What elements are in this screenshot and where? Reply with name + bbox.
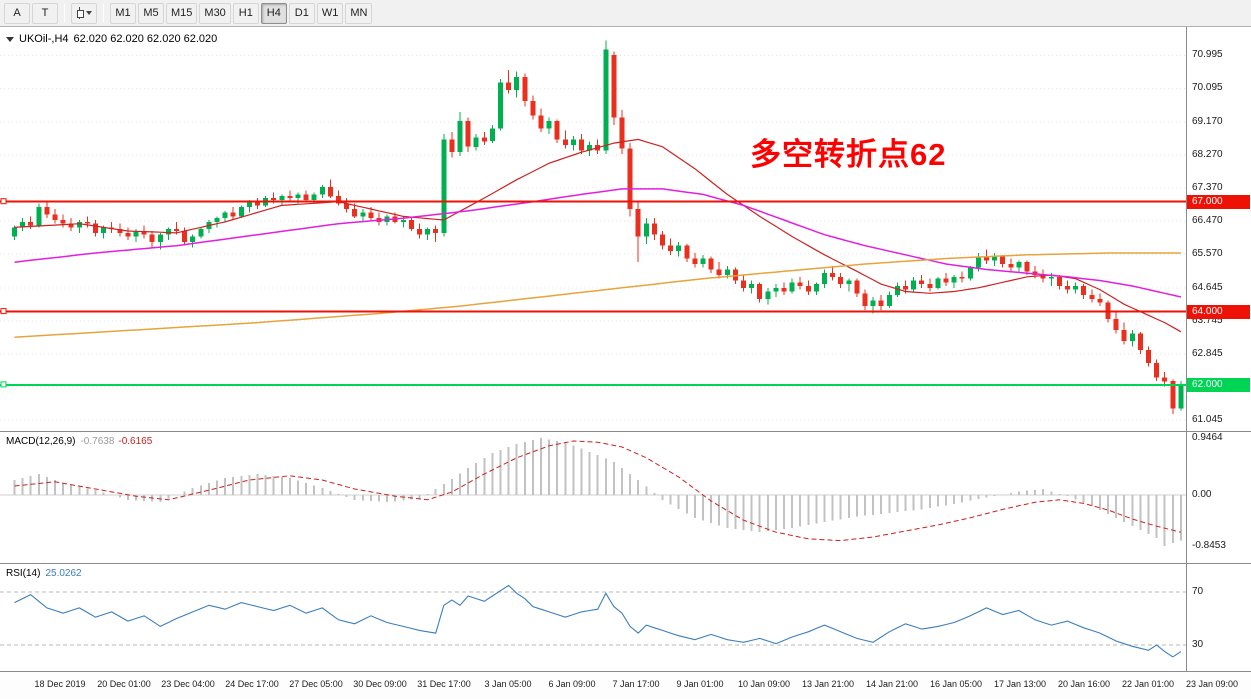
rsi-panel[interactable]: RSI(14) 25.0262 70 30: [0, 564, 1251, 672]
price-axis-label: 70.095: [1192, 82, 1223, 94]
price-axis-label: 70.995: [1192, 49, 1223, 61]
rsi-axis-label: 70: [1192, 586, 1204, 597]
price-axis-label: 65.570: [1192, 248, 1223, 260]
timeframe-w1-button[interactable]: W1: [316, 2, 344, 24]
price-axis-label: 64.645: [1192, 281, 1223, 293]
time-axis-label: 27 Dec 05:00: [289, 679, 343, 689]
time-axis-label: 16 Jan 05:00: [929, 679, 983, 689]
time-axis-label: 18 Dec 2019: [34, 679, 86, 689]
toolbar-separator: [103, 4, 104, 22]
price-chart-canvas[interactable]: [0, 27, 1186, 431]
caret-down-icon: [86, 11, 92, 15]
macd-axis[interactable]: 0.9464 0.00 -0.8453: [1186, 432, 1251, 563]
time-axis-label: 23 Dec 04:00: [161, 679, 215, 689]
tool-a-button[interactable]: A: [4, 2, 30, 24]
price-axis-label: 63.745: [1192, 314, 1223, 326]
ma-magenta-line: [14, 188, 1182, 298]
price-axis-label: 66.470: [1192, 215, 1223, 227]
timeframe-h1-button[interactable]: H1: [232, 2, 259, 24]
rsi-canvas[interactable]: [0, 564, 1186, 671]
time-axis-label: 23 Jan 09:00: [1185, 679, 1239, 689]
time-axis-label: 6 Jan 09:00: [548, 679, 596, 689]
candlestick-icon: [76, 7, 84, 19]
ma-orange-line: [14, 252, 1181, 339]
macd-canvas[interactable]: [0, 432, 1186, 563]
chart-title: UKOil-,H4 62.020 62.020 62.020 62.020: [6, 33, 217, 45]
symbol-period-label: UKOil-,H4: [19, 33, 69, 45]
macd-histogram: [13, 438, 1182, 546]
time-axis-label: 20 Dec 01:00: [97, 679, 151, 689]
timeframe-m15-button[interactable]: M15: [166, 2, 198, 24]
price-axis[interactable]: 70.995 70.095 69.170 68.270 67.370 66.470 65.5…: [1186, 27, 1251, 431]
price-tag-62.000: 62.000: [1187, 377, 1250, 392]
time-axis-label: 10 Jan 09:00: [737, 679, 791, 689]
ohlc-values: 62.020 62.020 62.020 62.020: [73, 33, 218, 45]
rsi-line: [14, 584, 1182, 658]
time-axis-label: 13 Jan 21:00: [801, 679, 855, 689]
price-axis-label: 61.045: [1192, 413, 1223, 425]
annotation-text[interactable]: 多空转折点62: [750, 137, 947, 172]
timeframe-m30-button[interactable]: M30: [199, 2, 231, 24]
tool-t-button[interactable]: T: [32, 2, 58, 24]
time-axis-label: 3 Jan 05:00: [484, 679, 532, 689]
time-axis-label: 17 Jan 13:00: [993, 679, 1047, 689]
price-tag-64.000: 64.000: [1187, 304, 1250, 319]
rsi-axis[interactable]: 70 30: [1186, 564, 1251, 671]
time-axis-label: 7 Jan 17:00: [612, 679, 660, 689]
price-axis-label: 69.170: [1192, 116, 1223, 128]
toolbar-separator: [64, 4, 65, 22]
time-axis-label: 24 Dec 17:00: [225, 679, 279, 689]
rsi-label: RSI(14) 25.0262: [6, 568, 82, 579]
candles: [12, 40, 1184, 415]
line-anchor[interactable]: [0, 198, 7, 205]
macd-label: MACD(12,26,9) -0.7638 -0.6165: [6, 436, 152, 447]
time-axis-label: 31 Dec 17:00: [417, 679, 471, 689]
timeframe-m5-button[interactable]: M5: [138, 2, 164, 24]
time-axis-label: 20 Jan 16:00: [1057, 679, 1111, 689]
chart-dropdown-icon[interactable]: [6, 36, 14, 42]
line-anchor[interactable]: [0, 308, 7, 315]
chart-type-dropdown-button[interactable]: [71, 2, 97, 24]
time-axis-label: 14 Jan 21:00: [865, 679, 919, 689]
macd-panel[interactable]: MACD(12,26,9) -0.7638 -0.6165 0.9464 0.00 -0…: [0, 432, 1251, 564]
rsi-name: RSI(14): [6, 568, 41, 579]
main-chart-panel[interactable]: UKOil-,H4 62.020 62.020 62.020 62.020 多空…: [0, 27, 1251, 432]
macd-axis-label: 0.00: [1192, 489, 1212, 500]
macd-name: MACD(12,26,9): [6, 436, 76, 447]
timeframe-mn-button[interactable]: MN: [345, 2, 373, 24]
price-tag-67.000: 67.000: [1187, 194, 1250, 209]
price-axis-label: 68.270: [1192, 149, 1223, 161]
macd-axis-label: 0.9464: [1192, 432, 1223, 444]
price-axis-label: 67.370: [1192, 182, 1223, 194]
rsi-axis-label: 30: [1192, 639, 1204, 650]
timeframe-d1-button[interactable]: D1: [288, 2, 315, 24]
timeframe-h4-button[interactable]: H4: [260, 2, 287, 24]
ma-red-line: [14, 138, 1182, 333]
timeframe-m1-button[interactable]: M1: [110, 2, 136, 24]
toolbar: A T M1 M5 M15 M30 H1 H4 D1 W1 MN: [0, 0, 1251, 27]
time-axis[interactable]: 18 Dec 2019 20 Dec 01:00 23 Dec 04:00 24 De…: [0, 672, 1251, 699]
rsi-value: 25.0262: [45, 568, 82, 579]
time-axis-label: 30 Dec 09:00: [353, 679, 407, 689]
time-axis-label: 9 Jan 01:00: [676, 679, 724, 689]
time-axis-label: 22 Jan 01:00: [1121, 679, 1175, 689]
macd-signal-value: -0.6165: [118, 436, 153, 447]
price-axis-label: 62.845: [1192, 347, 1223, 359]
macd-signal-line: [14, 440, 1182, 542]
macd-axis-label: -0.8453: [1192, 539, 1226, 551]
macd-main-value: -0.7638: [80, 436, 115, 447]
line-anchor[interactable]: [0, 381, 7, 388]
